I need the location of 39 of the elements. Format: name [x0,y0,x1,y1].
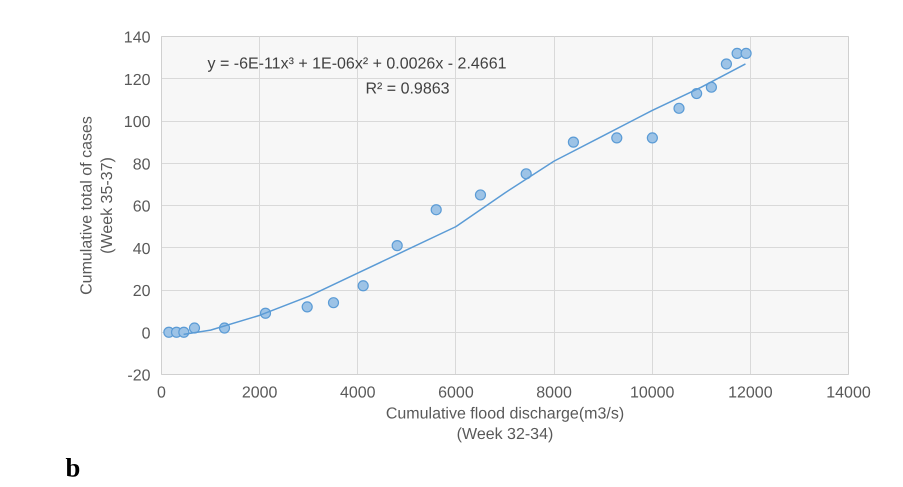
y-tick-label: 80 [132,156,151,174]
x-tick-label: 6000 [438,384,474,402]
point [720,58,732,70]
point [706,82,717,93]
y-tick-label: 140 [124,30,151,46]
point [740,48,752,59]
x-tick-label: 2000 [242,384,278,402]
point [392,240,403,252]
x-tick-label: 12000 [728,384,773,402]
y-tick-label: 60 [132,198,151,216]
x-tick-label: 14000 [826,384,871,402]
x-tick-label: 10000 [630,384,675,402]
point [646,132,658,144]
y-tick-label: 40 [132,240,151,258]
point [302,301,313,312]
y-tick-label: 100 [124,114,151,131]
y-tick-label: 0 [142,325,151,342]
point [430,204,442,216]
point [178,326,190,338]
text: b [66,452,80,482]
x-axis-title: Cumulative flood discharge(m3/s) (Week 32-34) [386,406,624,443]
x-tick-label: 4000 [340,384,376,402]
point [673,102,685,114]
point [732,48,743,59]
point [474,189,486,201]
y-tick-label: 20 [132,283,151,300]
x-tick-label: 0 [157,384,166,402]
annotation: y = -6E-11x³ + 1E-06x² + 0.0026x - 2.4661 [208,56,507,72]
annotation: R² = 0.9863 [365,80,450,98]
point [520,168,532,180]
point [568,136,580,148]
point [328,297,340,308]
point [611,132,622,144]
y-tick-label: 120 [124,72,151,89]
y-axis-title: Cumulative total of cases (Week 35-37) [78,116,116,295]
point [188,322,200,334]
point [358,280,369,292]
y-tick-label: -20 [127,368,151,384]
x-tick-label: 8000 [536,384,572,402]
